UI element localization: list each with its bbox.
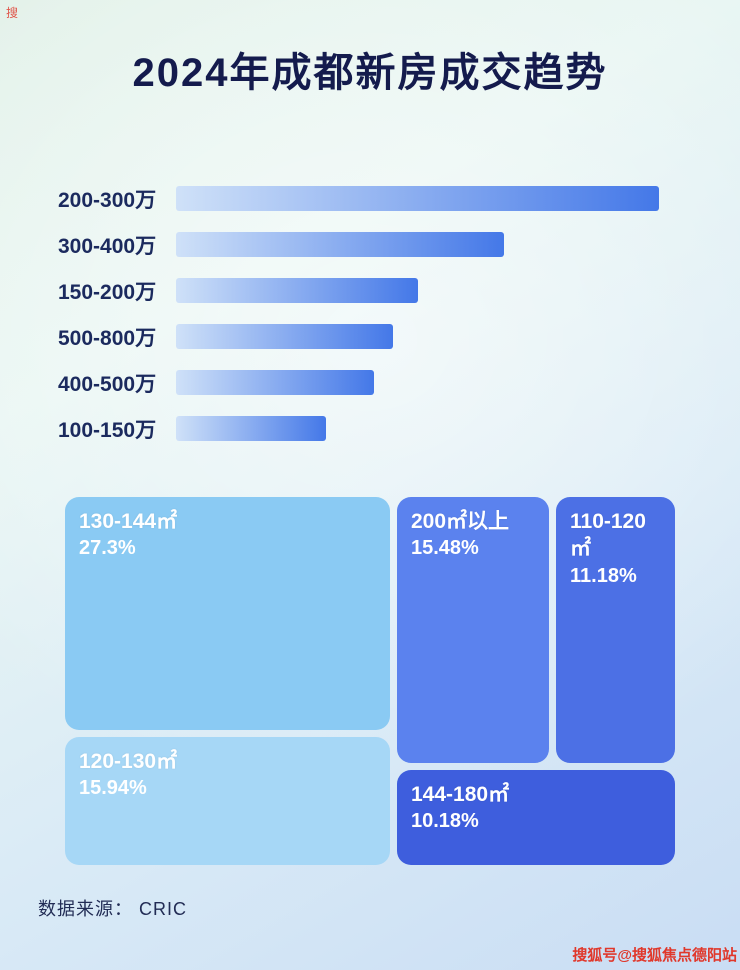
bar-track [176, 324, 659, 349]
bar-track [176, 232, 659, 257]
treemap-block-label: 130-144㎡ [79, 510, 178, 533]
treemap-block: 130-144㎡ 27.3% [65, 497, 390, 730]
bar-category-label: 500-800万 [58, 326, 157, 350]
bar-row: 300-400万 [58, 232, 678, 258]
treemap-block-label: 110-120㎡ [570, 510, 646, 561]
treemap: 130-144㎡ 27.3% 120-130㎡ 15.94% 200㎡以上 15.48% 1… [65, 497, 675, 865]
treemap-block-label: 144-180㎡ [411, 783, 510, 806]
bar-row: 400-500万 [58, 370, 678, 396]
treemap-block-label: 200㎡以上 [411, 510, 510, 533]
bar-track [176, 278, 659, 303]
page-title: 2024年成都新房成交趋势 [132, 51, 608, 95]
top-left-watermark: 搜 [6, 6, 19, 20]
bar-category-label: 300-400万 [58, 234, 157, 258]
bar-row: 150-200万 [58, 278, 678, 304]
bar [176, 416, 326, 441]
treemap-block-percent: 27.3% [79, 537, 136, 560]
treemap-block-percent: 11.18% [570, 564, 637, 587]
bar-row: 500-800万 [58, 324, 678, 350]
treemap-block-percent: 15.94% [79, 777, 147, 800]
bar [176, 324, 394, 349]
bar [176, 278, 418, 303]
treemap-block-percent: 15.48% [411, 537, 479, 560]
bottom-watermark: 搜狐号@搜狐焦点德阳站 [572, 947, 737, 964]
bar-category-label: 400-500万 [58, 372, 157, 396]
bar [176, 186, 659, 211]
treemap-block: 144-180㎡ 10.18% [397, 770, 675, 865]
bar [176, 232, 505, 257]
bar-row: 200-300万 [58, 186, 678, 212]
bar-track [176, 370, 659, 395]
bar-category-label: 150-200万 [58, 280, 157, 304]
bar-category-label: 200-300万 [58, 188, 157, 212]
treemap-block-percent: 10.18% [411, 810, 479, 833]
bar-category-label: 100-150万 [58, 418, 157, 442]
treemap-block: 110-120㎡ 11.18% [556, 497, 675, 763]
bar [176, 370, 375, 395]
bar-track [176, 416, 659, 441]
bar-chart: 200-300万 300-400万 150-200万 500-800万 400-500万… [58, 186, 678, 462]
bar-track [176, 186, 659, 211]
bar-row: 100-150万 [58, 416, 678, 442]
treemap-block-label: 120-130㎡ [79, 750, 178, 773]
treemap-block: 200㎡以上 15.48% [397, 497, 549, 763]
treemap-block: 120-130㎡ 15.94% [65, 737, 390, 865]
data-source: 数据来源： CRIC [38, 899, 187, 919]
